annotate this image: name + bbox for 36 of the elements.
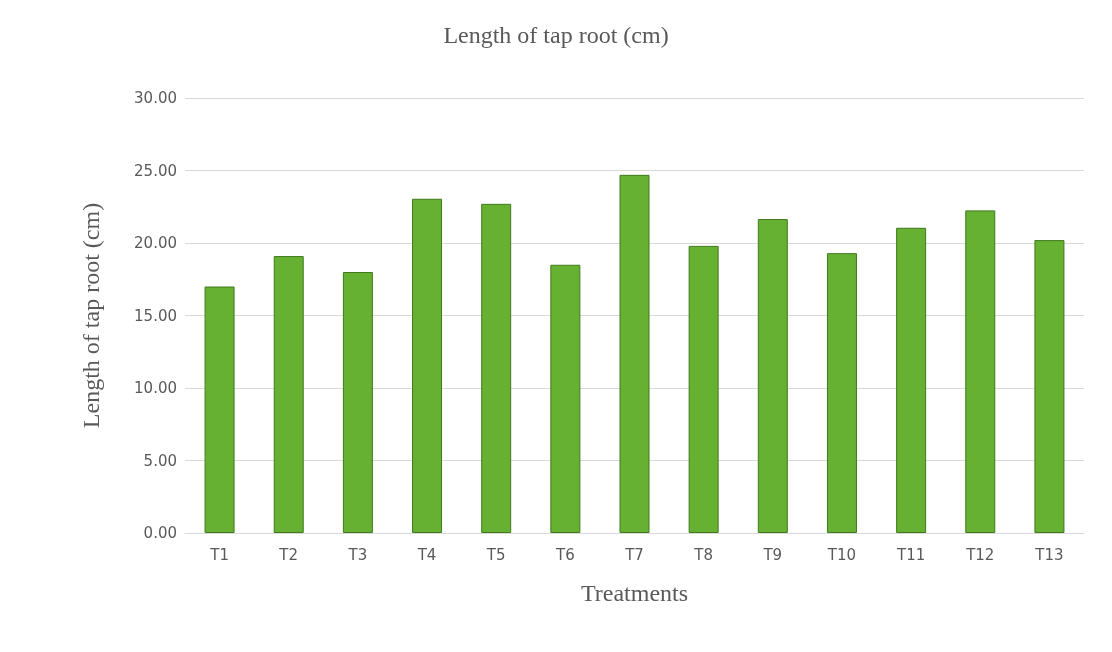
- x-tick-label: T12: [965, 545, 995, 564]
- y-tick-label: 25.00: [134, 161, 177, 180]
- y-tick-label: 20.00: [134, 234, 177, 252]
- bar: [688, 245, 719, 533]
- y-tick-label: 15.00: [134, 306, 177, 325]
- bar: [965, 210, 996, 533]
- y-tick-label: 10.00: [134, 379, 177, 397]
- x-tick-label: T5: [485, 545, 506, 564]
- x-tick-label: T8: [693, 545, 714, 564]
- x-tick-label: T4: [416, 545, 437, 564]
- bar: [204, 286, 235, 533]
- y-tick-label: 5.00: [143, 451, 177, 470]
- y-axis-title: Length of tap root (cm): [78, 202, 104, 429]
- bar: [412, 198, 443, 533]
- x-axis-title: Treatments: [580, 580, 689, 606]
- bar: [273, 256, 304, 533]
- x-tick-label: T13: [1034, 545, 1064, 564]
- bar: [826, 253, 857, 533]
- x-tick-label: T10: [826, 545, 857, 564]
- bar: [342, 272, 373, 533]
- bar: [1034, 240, 1065, 533]
- bar: [481, 203, 512, 533]
- y-tick-label: 0.00: [143, 524, 177, 542]
- bar: [757, 219, 788, 533]
- bar: [896, 227, 927, 533]
- y-tick-label: 30.00: [134, 89, 177, 107]
- chart-title: Length of tap root (cm): [443, 22, 669, 48]
- x-tick-label: T2: [278, 545, 299, 564]
- x-tick-label: T9: [762, 545, 783, 564]
- bar: [619, 174, 650, 533]
- bar: [550, 264, 581, 533]
- x-tick-label: T7: [624, 545, 644, 564]
- x-tick-label: T3: [347, 545, 368, 564]
- x-tick-label: T6: [554, 545, 575, 564]
- x-tick-label: T11: [895, 545, 926, 564]
- x-tick-label: T1: [209, 545, 229, 564]
